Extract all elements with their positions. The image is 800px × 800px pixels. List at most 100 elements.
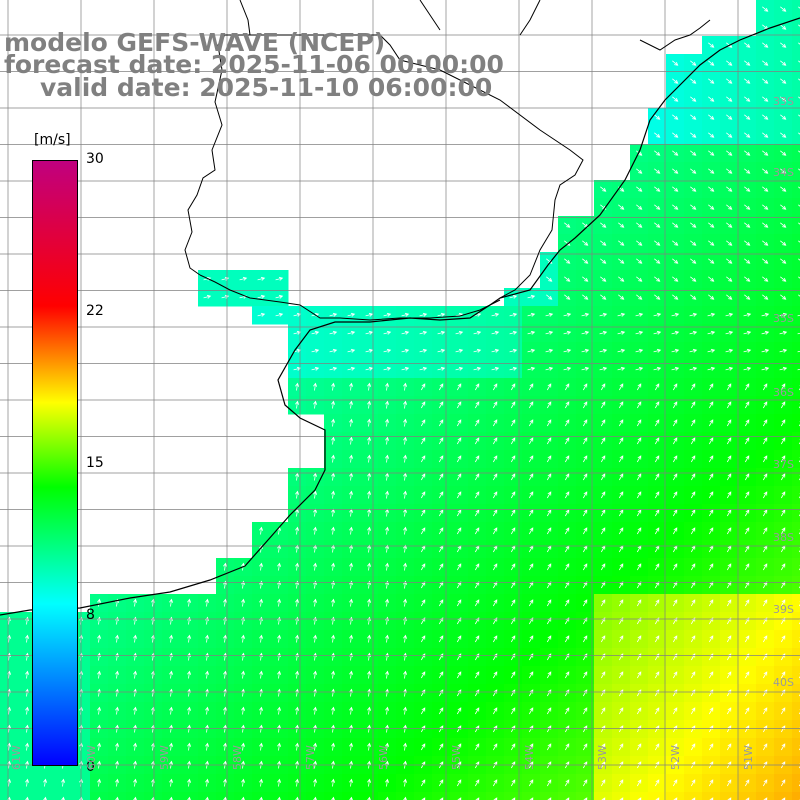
- wind-arrow: [582, 240, 589, 246]
- wind-arrow: [582, 707, 588, 715]
- wind-arrow: [762, 240, 769, 246]
- lon-label: 56W: [377, 745, 390, 770]
- wind-arrow: [636, 455, 642, 463]
- wind-arrow: [365, 312, 374, 317]
- wind-arrow: [295, 706, 300, 715]
- wind-speed-cell: [792, 666, 800, 685]
- wind-arrow: [654, 563, 660, 571]
- wind-arrow: [762, 509, 768, 517]
- wind-arrow: [546, 527, 552, 535]
- wind-arrow: [510, 671, 516, 679]
- wind-arrow: [636, 258, 643, 264]
- wind-arrow: [383, 330, 392, 335]
- wind-arrow: [420, 707, 426, 715]
- wind-arrow: [420, 671, 426, 679]
- wind-speed-cell: [792, 720, 800, 739]
- wind-arrow: [510, 743, 516, 751]
- wind-arrow: [636, 635, 642, 643]
- wind-arrow: [653, 312, 662, 317]
- wind-arrow: [546, 437, 552, 445]
- wind-arrow: [547, 797, 552, 800]
- wind-arrow: [744, 581, 750, 589]
- wind-arrow: [295, 778, 300, 787]
- wind-speed-cell: [792, 342, 800, 361]
- wind-arrow: [331, 526, 336, 535]
- wind-arrow: [295, 526, 300, 535]
- wind-arrow: [744, 294, 751, 300]
- lon-label: 57W: [304, 745, 317, 770]
- wind-arrow: [636, 491, 642, 499]
- wind-arrow: [169, 706, 174, 715]
- wind-arrow: [438, 383, 444, 391]
- lat-label: 40S: [773, 676, 794, 689]
- wind-arrow: [690, 527, 696, 535]
- wind-arrow: [671, 330, 680, 335]
- wind-arrow: [420, 455, 426, 463]
- wind-arrow: [672, 743, 678, 751]
- wind-arrow: [564, 707, 570, 715]
- wind-arrow: [241, 670, 246, 679]
- wind-arrow: [420, 599, 426, 607]
- wind-arrow: [546, 419, 552, 427]
- wind-speed-cell: [792, 450, 800, 469]
- wind-speed-cell: [792, 360, 800, 379]
- wind-arrow: [618, 599, 624, 607]
- wind-arrow: [367, 742, 372, 751]
- wind-arrow: [600, 635, 606, 643]
- wind-arrow: [564, 258, 571, 264]
- wind-arrow: [618, 258, 625, 264]
- wind-arrow: [672, 60, 679, 66]
- wind-arrow: [510, 473, 516, 481]
- wind-arrow: [205, 634, 210, 643]
- wind-arrow: [455, 366, 464, 371]
- wind-arrow: [385, 706, 390, 715]
- wind-speed-cell: [666, 792, 685, 800]
- wind-arrow: [528, 527, 534, 535]
- wind-arrow: [798, 276, 800, 279]
- wind-arrow: [349, 472, 354, 481]
- wind-arrow: [655, 797, 660, 800]
- wind-arrow: [546, 455, 552, 463]
- wind-speed-cell: [792, 234, 800, 253]
- wind-arrow: [582, 258, 589, 264]
- wind-arrow: [438, 401, 444, 409]
- wind-arrow: [187, 598, 192, 607]
- wind-arrow: [762, 743, 768, 751]
- wind-arrow: [762, 96, 769, 102]
- wind-speed-cell: [144, 792, 163, 800]
- wind-speed-cell: [360, 792, 379, 800]
- wind-arrow: [438, 779, 444, 787]
- wind-arrow: [420, 473, 426, 481]
- wind-arrow: [708, 78, 715, 84]
- wind-arrow: [564, 527, 570, 535]
- wind-arrow: [762, 204, 769, 210]
- wind-arrow: [744, 743, 750, 751]
- wind-arrow: [492, 563, 498, 571]
- wind-arrow: [259, 598, 264, 607]
- wind-arrow: [672, 383, 678, 391]
- wind-arrow: [780, 383, 786, 391]
- wind-arrow: [636, 707, 642, 715]
- wind-arrow: [367, 472, 372, 481]
- colorbar-tick: 15: [86, 455, 104, 471]
- wind-arrow: [347, 366, 356, 371]
- wind-arrow: [115, 724, 120, 733]
- wind-speed-cell: [792, 486, 800, 505]
- wind-arrow: [708, 491, 714, 499]
- wind-speed-cell: [162, 792, 181, 800]
- wind-arrow: [708, 204, 715, 210]
- wind-arrow: [564, 383, 570, 391]
- wind-arrow: [780, 294, 787, 300]
- wind-arrow: [708, 779, 714, 787]
- wind-arrow: [762, 222, 769, 228]
- wind-arrow: [349, 724, 354, 733]
- wind-arrow: [456, 527, 462, 535]
- wind-arrow: [708, 42, 715, 48]
- wind-arrow: [438, 563, 444, 571]
- wind-arrow: [475, 797, 480, 800]
- wind-arrow: [582, 581, 588, 589]
- wind-arrow: [762, 294, 769, 300]
- wind-arrow: [744, 419, 750, 427]
- wind-arrow: [456, 419, 462, 427]
- wind-arrow: [564, 294, 571, 300]
